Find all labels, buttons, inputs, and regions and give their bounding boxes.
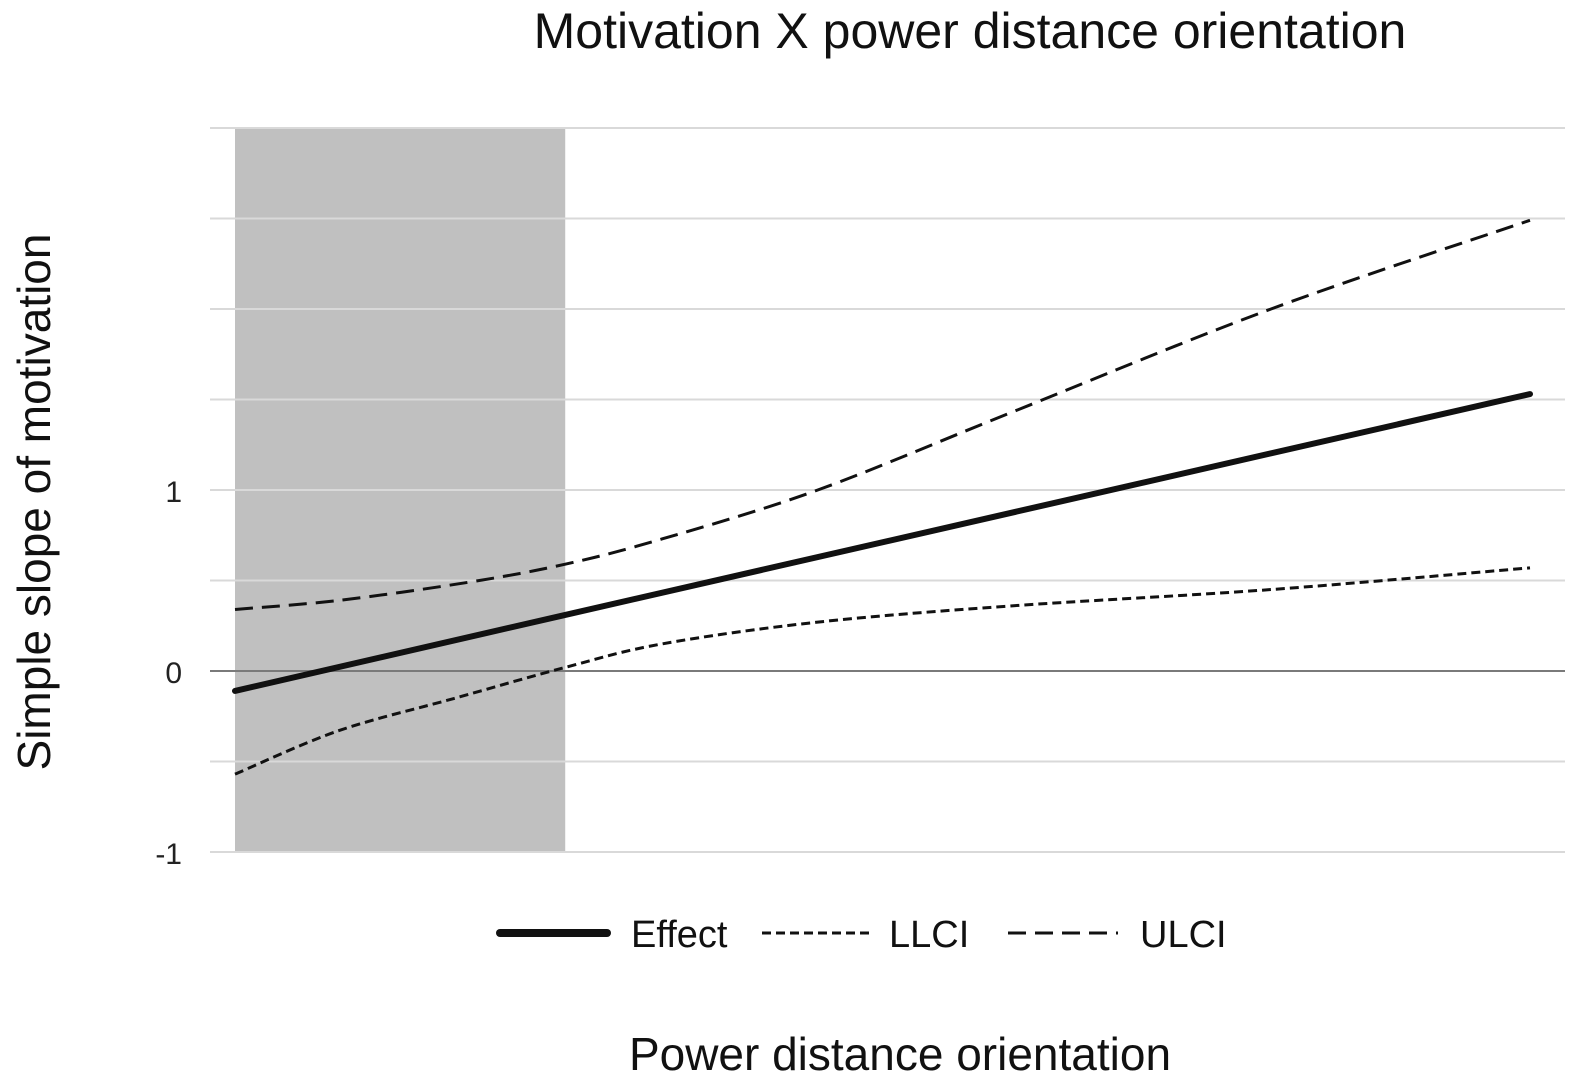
series-line-effect bbox=[232, 391, 1533, 694]
legend-label-effect: Effect bbox=[631, 914, 728, 956]
x-axis-label: Power distance orientation bbox=[629, 1028, 1171, 1080]
series-line-ulci bbox=[234, 218, 1531, 611]
y-axis-label: Simple slope of motivation bbox=[8, 234, 60, 771]
series-line-llci bbox=[234, 566, 1531, 776]
y-tick-label: 0 bbox=[165, 657, 182, 690]
legend: Effect LLCI ULCI bbox=[496, 914, 1227, 956]
gridlines bbox=[210, 127, 1565, 853]
legend-label-llci: LLCI bbox=[889, 914, 969, 956]
y-tick-label: -1 bbox=[155, 838, 182, 871]
y-tick-labels: -1 0 1 bbox=[155, 476, 182, 871]
y-tick-label: 1 bbox=[165, 476, 182, 509]
legend-label-ulci: ULCI bbox=[1140, 914, 1227, 956]
series-lines bbox=[232, 218, 1533, 776]
chart-title: Motivation X power distance orientation bbox=[534, 3, 1407, 59]
